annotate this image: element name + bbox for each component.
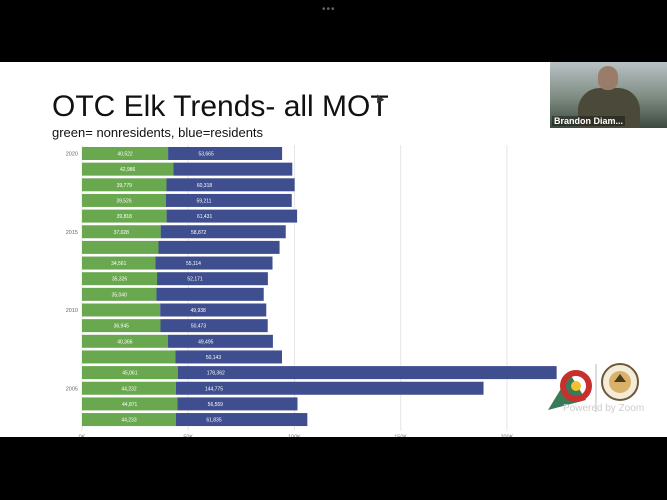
nonresidents-value-label: 45,061 bbox=[122, 371, 138, 377]
nonresidents-bar bbox=[82, 193, 166, 207]
participant-video-tile[interactable]: Brandon Diam... bbox=[550, 62, 667, 128]
residents-bar bbox=[168, 147, 283, 160]
residents-bar bbox=[160, 319, 268, 333]
nonresidents-bar bbox=[82, 272, 158, 286]
residents-bar bbox=[165, 193, 292, 207]
nonresidents-value-label: 35,326 bbox=[112, 277, 128, 283]
residents-value-label: 50,473 bbox=[191, 324, 207, 330]
residents-bar bbox=[160, 303, 267, 317]
residents-bar bbox=[166, 209, 298, 223]
residents-bar bbox=[175, 381, 484, 395]
residents-bar bbox=[177, 366, 557, 380]
nonresidents-value-label: 40,522 bbox=[117, 152, 133, 158]
year-label: 2020 bbox=[66, 152, 78, 158]
residents-bar bbox=[173, 162, 293, 176]
residents-bar bbox=[166, 178, 295, 192]
residents-bar bbox=[167, 334, 273, 348]
nonresidents-value-label: 37,028 bbox=[114, 230, 130, 236]
residents-bar bbox=[156, 287, 264, 301]
residents-value-label: 53,665 bbox=[198, 152, 214, 158]
participant-name: Brandon Diam... bbox=[552, 116, 626, 126]
residents-bar bbox=[158, 240, 280, 254]
x-tick-label: 0K bbox=[79, 435, 86, 437]
residents-value-label: 58,872 bbox=[191, 230, 207, 236]
nonresidents-bar bbox=[82, 147, 169, 160]
nonresidents-value-label: 44,232 bbox=[121, 386, 137, 392]
nonresidents-value-label: 39,526 bbox=[116, 198, 132, 204]
nonresidents-value-label: 35,040 bbox=[112, 292, 128, 298]
x-tick-label: 200K bbox=[500, 435, 513, 437]
nonresidents-value-label: 44,871 bbox=[122, 402, 138, 408]
nonresidents-bar bbox=[82, 209, 167, 223]
nonresidents-value-label: 34,561 bbox=[111, 261, 127, 267]
nonresidents-bar bbox=[82, 240, 159, 254]
residents-value-label: 52,171 bbox=[187, 277, 203, 283]
nonresidents-bar bbox=[82, 287, 157, 301]
more-options-icon[interactable]: ••• bbox=[322, 4, 336, 15]
residents-bar bbox=[177, 397, 298, 411]
nonresidents-bar bbox=[82, 162, 174, 176]
colorado-logo-icon bbox=[548, 370, 592, 410]
elk-trends-bar-chart: 0K 50K 100K 150K 200K 2020 40,522 53,665 42,986 3… bbox=[66, 145, 557, 437]
participant-figure bbox=[578, 88, 640, 128]
nonresidents-value-label: 44,233 bbox=[121, 418, 137, 424]
cpw-seal-icon bbox=[601, 363, 639, 401]
agency-logos bbox=[548, 363, 639, 412]
participant-head bbox=[598, 66, 618, 90]
powered-by-overlay: Powered by Zoom bbox=[563, 403, 645, 414]
residents-value-label: 60,318 bbox=[197, 183, 213, 189]
residents-bar bbox=[157, 272, 268, 286]
nonresidents-bar bbox=[82, 366, 178, 380]
year-label: 2010 bbox=[66, 308, 78, 314]
nonresidents-bar bbox=[82, 381, 176, 395]
residents-value-label: 49,495 bbox=[198, 339, 214, 345]
residents-value-label: 144,775 bbox=[205, 386, 223, 392]
residents-value-label: 55,114 bbox=[186, 261, 201, 267]
x-tick-label: 150K bbox=[394, 435, 407, 437]
nonresidents-bar bbox=[82, 178, 167, 192]
residents-value-label: 49,938 bbox=[191, 308, 207, 314]
slide-subtitle: green= nonresidents, blue=residents bbox=[52, 125, 264, 140]
x-tick-label: 50K bbox=[183, 435, 193, 437]
residents-value-label: 61,835 bbox=[206, 418, 222, 424]
residents-bar bbox=[175, 413, 308, 427]
nonresidents-bar bbox=[82, 397, 178, 411]
nonresidents-bar bbox=[82, 303, 161, 317]
residents-value-label: 56,559 bbox=[208, 402, 224, 408]
nonresidents-value-label: 39,779 bbox=[117, 183, 133, 189]
year-label: 2015 bbox=[66, 230, 78, 236]
year-label: 2005 bbox=[66, 386, 78, 392]
residents-bar bbox=[175, 350, 283, 364]
nonresidents-value-label: 40,366 bbox=[117, 339, 133, 345]
residents-bar bbox=[160, 225, 286, 239]
residents-bar bbox=[155, 256, 273, 270]
zoom-bottom-bar bbox=[0, 437, 667, 500]
residents-value-label: 178,362 bbox=[207, 371, 225, 377]
slide-title: OTC Elk Trends- all MOT bbox=[52, 90, 389, 123]
nonresidents-bar bbox=[82, 225, 161, 239]
residents-value-label: 50,143 bbox=[206, 355, 222, 361]
nonresidents-bar bbox=[82, 413, 176, 427]
nonresidents-value-label: 42,986 bbox=[120, 167, 136, 173]
nonresidents-value-label: 39,818 bbox=[117, 214, 133, 220]
nonresidents-bar bbox=[82, 319, 161, 333]
residents-value-label: 61,431 bbox=[197, 214, 213, 220]
nonresidents-bar bbox=[82, 350, 176, 364]
nonresidents-value-label: 36,945 bbox=[114, 324, 130, 330]
x-tick-label: 100K bbox=[288, 435, 301, 437]
residents-value-label: 59,211 bbox=[197, 198, 212, 204]
zoom-top-bar: ••• bbox=[0, 0, 667, 62]
nonresidents-bar bbox=[82, 334, 168, 348]
nonresidents-bar bbox=[82, 256, 156, 270]
